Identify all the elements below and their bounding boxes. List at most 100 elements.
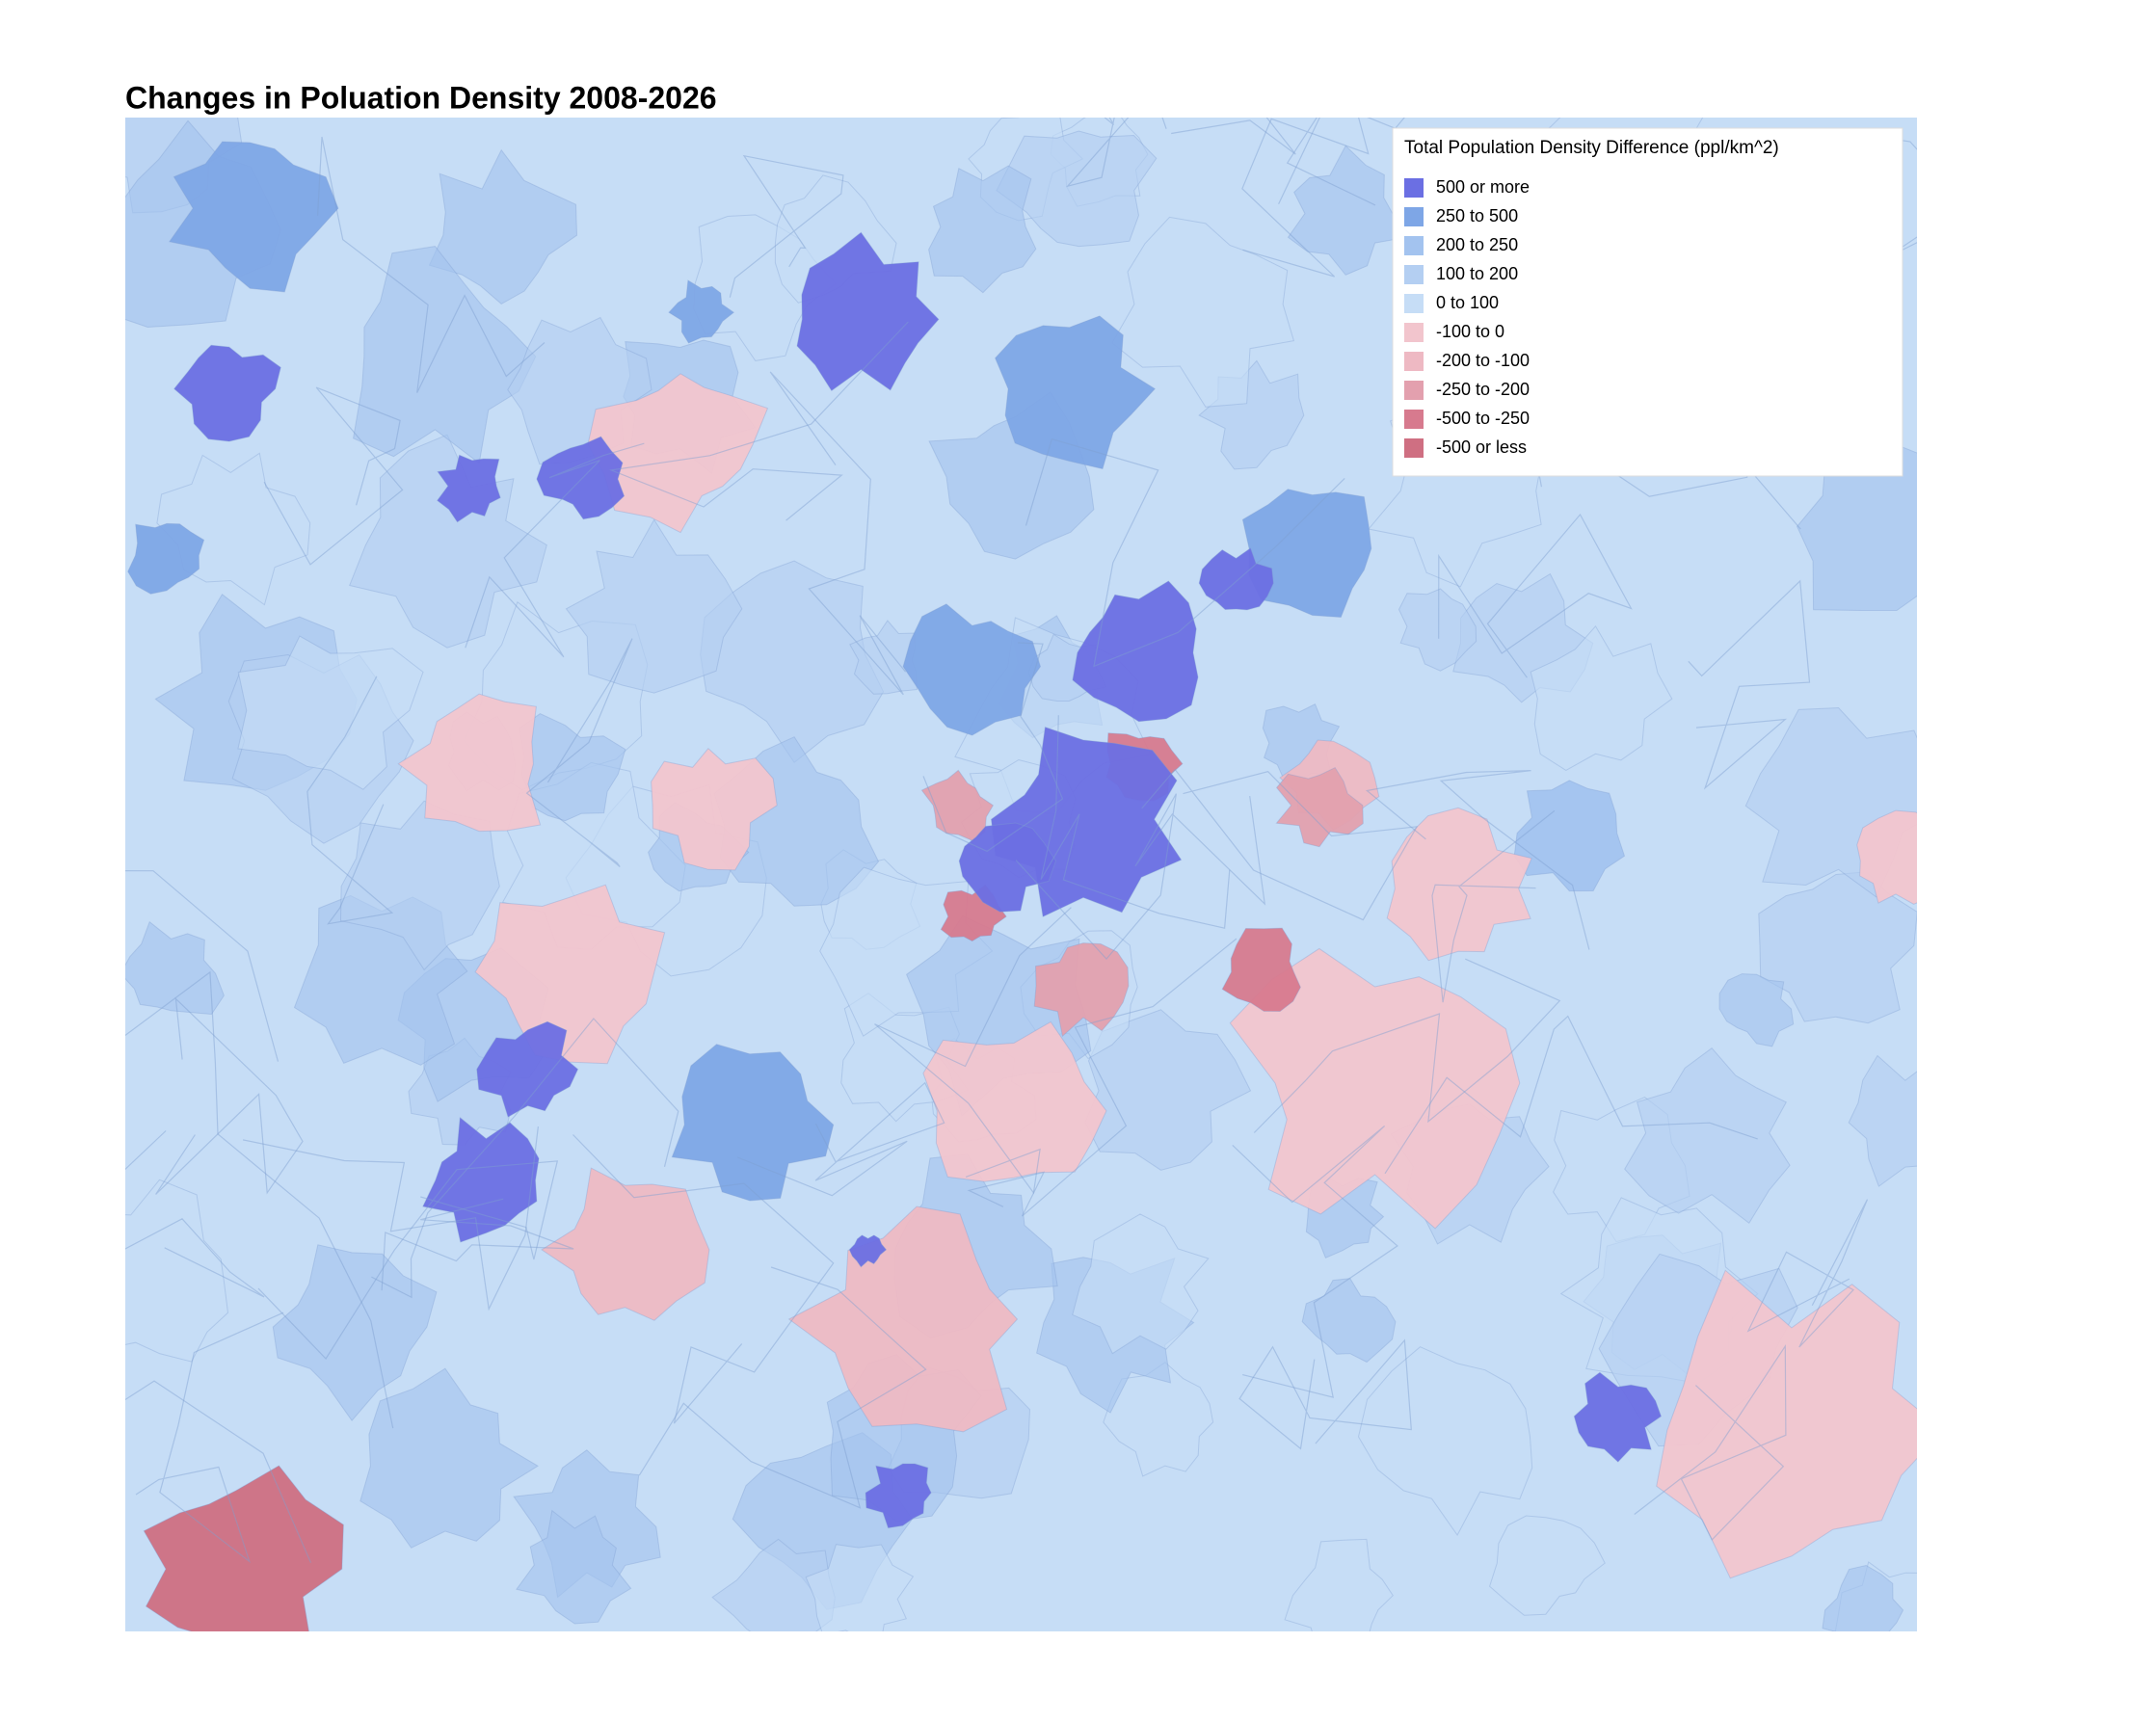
region (958, 822, 1057, 913)
boundary-line (381, 1198, 574, 1291)
boundary-line (1141, 768, 1419, 921)
region (1241, 489, 1372, 619)
boundary-line (729, 154, 844, 298)
region (541, 1167, 710, 1321)
region (787, 1205, 1019, 1433)
boundary-line (135, 1311, 284, 1564)
boundary-line (1634, 1344, 1787, 1541)
legend-swatch (1404, 323, 1424, 342)
region (1573, 1371, 1663, 1463)
region (353, 246, 537, 464)
boundary-line (525, 638, 633, 867)
region (995, 315, 1157, 470)
boundary-line (465, 442, 645, 658)
boundary-line (1384, 1015, 1758, 1175)
region (711, 1538, 836, 1631)
boundary-line (874, 907, 1072, 1195)
region (848, 1234, 888, 1268)
region (1284, 1538, 1394, 1631)
boundary-line (155, 996, 304, 1195)
boundary-line (1040, 715, 1231, 929)
legend-label: 500 or more (1436, 177, 1530, 197)
region (536, 436, 626, 520)
region (1221, 927, 1301, 1013)
legend-label: -250 to -200 (1436, 380, 1530, 399)
region (1856, 809, 1917, 905)
region (173, 344, 281, 442)
boundary-line (317, 136, 546, 393)
legend-swatch (1404, 438, 1424, 458)
region (397, 693, 542, 833)
region (1386, 807, 1532, 962)
legend-label: 0 to 100 (1436, 293, 1499, 312)
region (1397, 588, 1477, 672)
region (865, 1463, 932, 1529)
boundary-line (306, 676, 394, 925)
boundary-line (125, 1218, 265, 1298)
boundary-line (1025, 437, 1345, 668)
region (1198, 547, 1274, 611)
region (428, 148, 578, 305)
region (437, 454, 501, 523)
boundary-line (737, 1081, 945, 1197)
boundary-line (125, 870, 279, 1062)
legend-label: 100 to 200 (1436, 264, 1518, 283)
region (125, 920, 225, 1016)
region (1797, 444, 1917, 611)
boundary-line (572, 1134, 835, 1424)
boundary-line (263, 386, 404, 566)
region (902, 603, 1042, 736)
region (474, 884, 666, 1065)
region (805, 1544, 915, 1631)
region (1287, 145, 1405, 276)
legend-label: 200 to 250 (1436, 235, 1518, 254)
region (359, 1367, 539, 1549)
region (143, 1465, 344, 1631)
region (125, 1179, 229, 1363)
region (1072, 580, 1199, 723)
legend-label: -500 to -250 (1436, 409, 1530, 428)
region (237, 635, 424, 790)
boundary-line (769, 371, 907, 696)
region (1275, 766, 1364, 848)
boundary-line (371, 1018, 679, 1299)
region (928, 165, 1037, 294)
region (1718, 973, 1795, 1047)
region (1513, 780, 1626, 892)
legend-swatch (1404, 352, 1424, 371)
region (1033, 942, 1130, 1038)
boundary-line (608, 321, 909, 521)
region (272, 1244, 438, 1422)
region (1489, 1515, 1606, 1616)
region (1072, 1213, 1210, 1355)
boundary-line (1746, 1199, 1869, 1348)
boundary-line (1171, 118, 1296, 155)
boundary-line (922, 642, 1064, 853)
boundary-line (1232, 1126, 1398, 1398)
region (1229, 947, 1521, 1230)
region (422, 1116, 540, 1243)
region (476, 1020, 579, 1118)
legend-label: -200 to -100 (1436, 351, 1530, 370)
region (849, 620, 918, 695)
legend-label: -100 to 0 (1436, 322, 1504, 341)
legend-swatch (1404, 236, 1424, 255)
boundary-line (1688, 579, 1811, 790)
region (668, 279, 735, 344)
boundary-line (1238, 1338, 1412, 1450)
legend-swatch (1404, 294, 1424, 313)
legend: Total Population Density Difference (ppl… (1392, 127, 1903, 477)
legend-swatch (1404, 381, 1424, 400)
boundary-line (967, 938, 1238, 1217)
boundary-line (1241, 118, 1376, 278)
legend-swatch (1404, 178, 1424, 198)
region (1848, 1054, 1917, 1187)
region (1624, 1047, 1791, 1225)
region (671, 1044, 835, 1202)
region (1822, 1564, 1904, 1631)
boundary-line (257, 1160, 559, 1360)
region (565, 518, 743, 694)
legend-label: 250 to 500 (1436, 206, 1518, 225)
legend-label: -500 or less (1436, 437, 1527, 457)
boundary-line (1431, 809, 1556, 1003)
